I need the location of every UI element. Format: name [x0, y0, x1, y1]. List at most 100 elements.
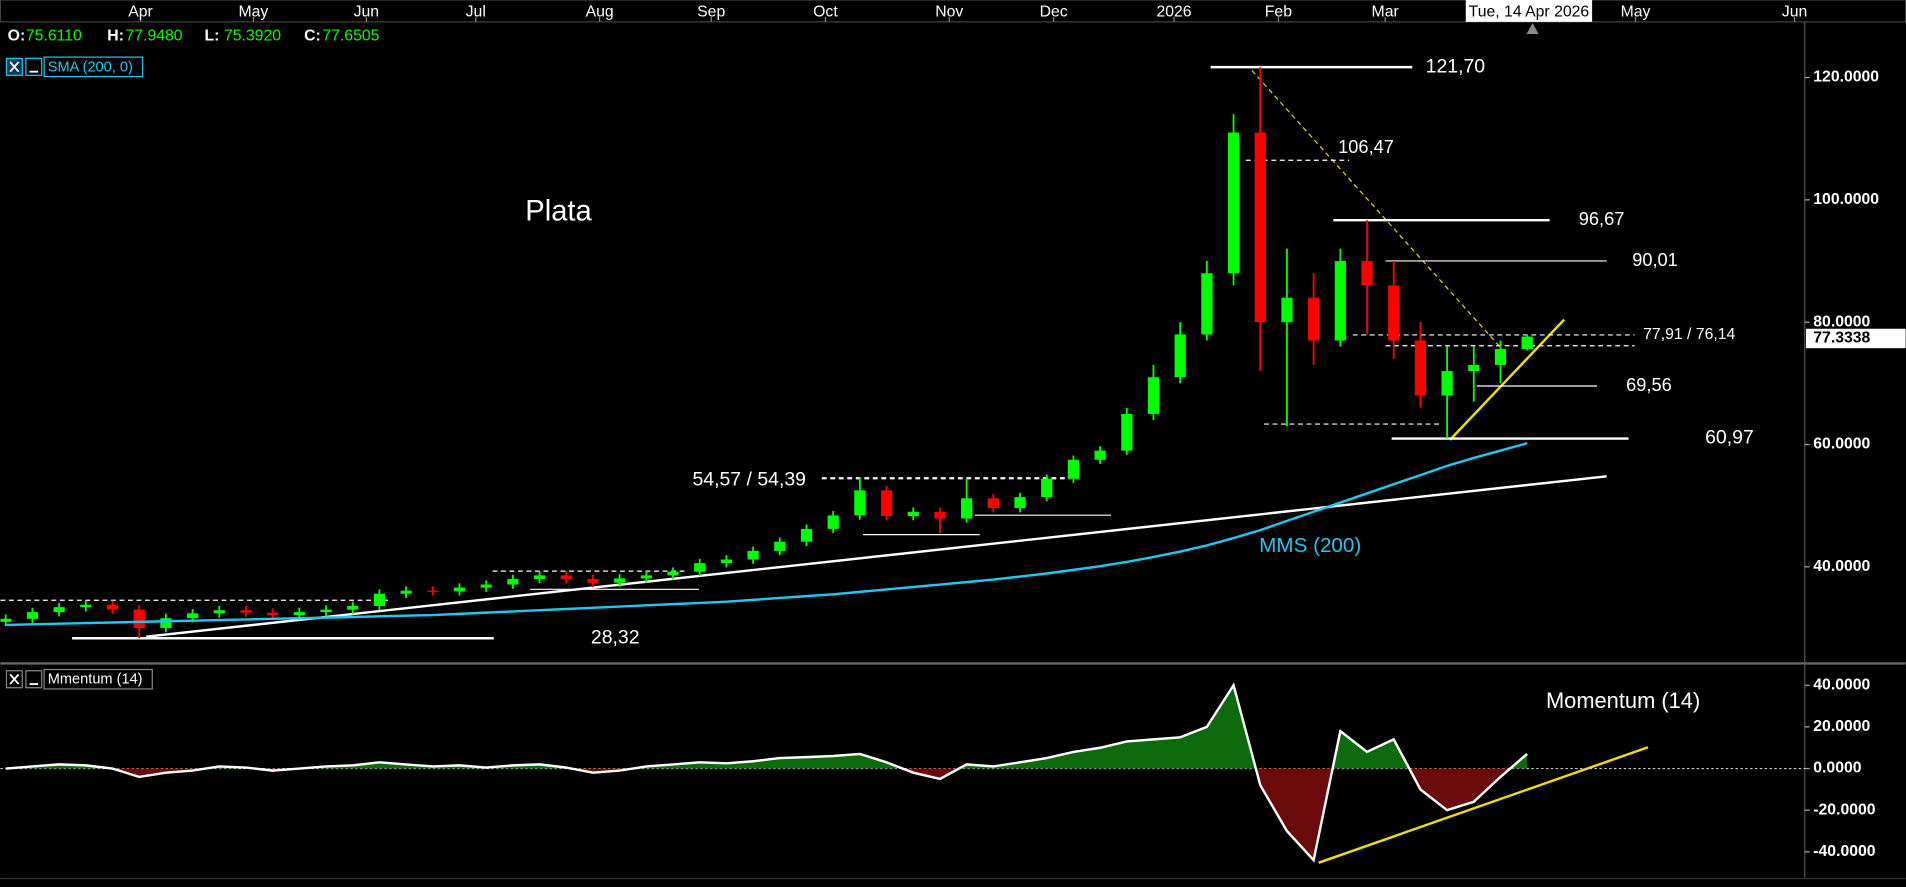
date-marker-pointer	[1526, 23, 1539, 35]
candle-body	[800, 528, 813, 542]
x-tick-label: Jul	[466, 3, 486, 20]
x-tick-label: Oct	[813, 3, 838, 20]
legend-label: SMA (200, 0)	[48, 59, 133, 75]
x-tick-label: Jun	[354, 3, 379, 20]
trend-line	[146, 475, 1607, 638]
candle-body	[587, 579, 599, 583]
legend-box	[43, 56, 144, 78]
close-label: C:	[304, 28, 321, 45]
price-levels	[72, 65, 1635, 640]
momentum-title: Momentum (14)	[1546, 688, 1700, 713]
candle-body	[747, 550, 759, 560]
drawings	[0, 70, 1607, 638]
trend-line	[1449, 318, 1566, 441]
y-tick-label: -20.0000	[1813, 801, 1876, 818]
y-tick-label: 40.0000	[1813, 676, 1870, 693]
price-level-label: 90,01	[1632, 250, 1678, 270]
legend-box	[43, 668, 153, 690]
price-level-label: 77,91 / 76,14	[1643, 326, 1735, 343]
candle-body	[373, 593, 386, 606]
candle-body	[1254, 132, 1266, 323]
legend-label: Mmentum (14)	[48, 672, 143, 688]
candle-body	[240, 610, 252, 613]
y-tick-label: 40.0000	[1813, 558, 1870, 575]
candle-body	[1414, 340, 1427, 396]
last-price-label: 77.3338	[1813, 330, 1870, 347]
sma-legend[interactable]: SMA (200, 0)	[5, 56, 144, 78]
candle-body	[854, 490, 866, 516]
candle-body	[320, 609, 332, 613]
candle-body	[26, 612, 39, 619]
candle-body	[1147, 377, 1160, 414]
minimize-button[interactable]	[25, 57, 43, 76]
remove-icon	[9, 61, 20, 73]
candle-body	[480, 584, 492, 588]
close-value: 77.6505	[322, 28, 379, 45]
x-tick-label: Aug	[586, 3, 614, 20]
candle-body	[1441, 371, 1453, 396]
y-tick-label: -40.0000	[1813, 843, 1876, 860]
candle-body	[267, 612, 279, 616]
minimize-button[interactable]	[25, 670, 43, 689]
candle-body	[1041, 478, 1053, 498]
candle-body	[694, 563, 706, 572]
candle-body	[186, 613, 199, 619]
x-tick-label: Nov	[935, 3, 963, 20]
candle-body	[1174, 334, 1186, 378]
x-tick-label: Feb	[1265, 3, 1292, 20]
candle-body	[880, 490, 893, 517]
candle-body	[934, 511, 946, 519]
candle-body	[453, 587, 466, 592]
candle-body	[400, 590, 412, 594]
high-label: H:	[107, 28, 124, 45]
x-tick-label: May	[239, 3, 269, 20]
y-tick-label: 0.0000	[1813, 760, 1861, 777]
x-tick-label: Dec	[1040, 3, 1068, 20]
price-level-label: 28,32	[591, 626, 640, 648]
candles	[0, 67, 1533, 639]
candle-body	[1094, 450, 1106, 460]
candle-body	[1361, 261, 1373, 286]
date-marker: Tue, 14 Apr 2026	[1469, 3, 1590, 20]
last-price-box	[1805, 328, 1906, 349]
candle-body	[1281, 297, 1293, 323]
price-level-label: 106,47	[1338, 137, 1394, 157]
date-marker-box	[1465, 0, 1593, 22]
candle-body	[987, 498, 999, 509]
momentum-legend[interactable]: Mmentum (14)	[5, 668, 153, 690]
candle-body	[1227, 132, 1240, 274]
candle-body	[614, 578, 626, 583]
sma-line	[5, 442, 1528, 627]
momentum-area-positive	[5, 685, 1528, 769]
trend-line	[1251, 70, 1508, 356]
candle-body	[427, 590, 439, 592]
candle-body	[106, 604, 119, 610]
price-level-label: 69,56	[1626, 375, 1672, 395]
price-level-label: 54,57 / 54,39	[692, 468, 805, 490]
momentum-trend-line	[1318, 746, 1649, 864]
y-tick-label: 60.0000	[1813, 436, 1870, 453]
candle-body	[347, 605, 359, 610]
remove-icon	[9, 673, 20, 685]
x-tick-label: Apr	[128, 3, 153, 20]
candle-body	[80, 604, 92, 608]
candle-body	[961, 498, 973, 519]
candle-body	[1388, 285, 1400, 341]
x-tick-label: May	[1621, 3, 1651, 20]
x-tick-label: 2026	[1156, 3, 1191, 20]
y-tick-label: 100.0000	[1813, 191, 1879, 208]
candle-body	[1521, 336, 1533, 350]
x-tick-label: Sep	[697, 3, 725, 20]
low-value: 75.3920	[224, 28, 281, 45]
candle-body	[160, 618, 172, 628]
candle-body	[0, 618, 12, 622]
candle-body	[774, 541, 786, 551]
low-label: L:	[205, 28, 220, 45]
candle-body	[1468, 364, 1480, 372]
candle-body	[1067, 459, 1080, 479]
x-tick-label: Mar	[1372, 3, 1399, 20]
sma-annotation: MMS (200)	[1259, 534, 1361, 557]
